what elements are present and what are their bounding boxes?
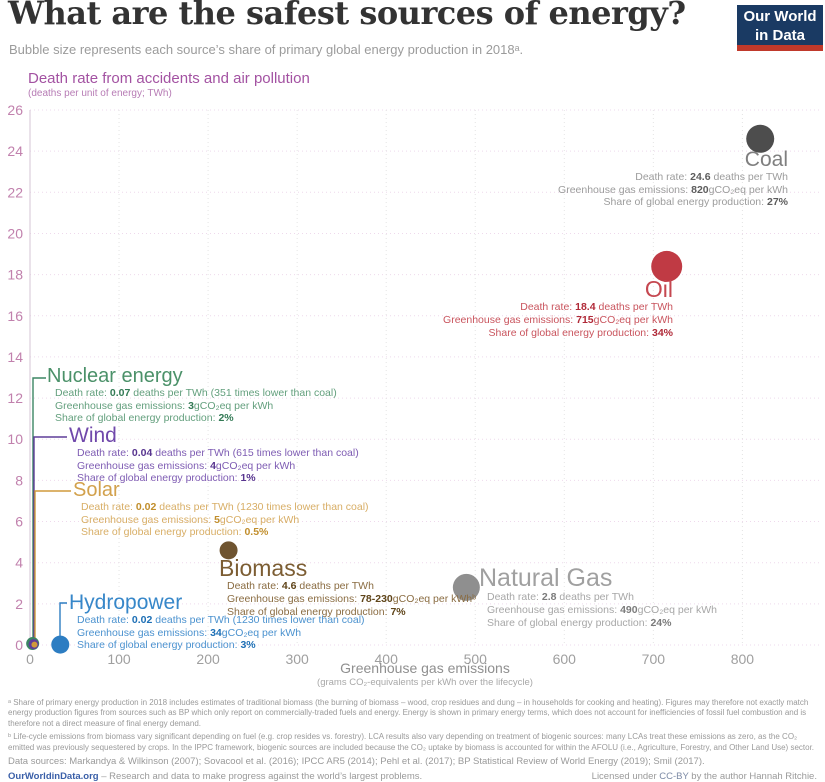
y-tick-label: 26 [7, 102, 23, 118]
x-tick-label: 300 [285, 651, 309, 667]
footer-section: ᵃ Share of primary energy production in … [8, 698, 817, 782]
bubble-biomass [219, 541, 238, 560]
x-axis-subtitle: (grams CO₂-equivalents per kWh over the … [317, 677, 533, 688]
x-tick-label: 600 [553, 651, 577, 667]
owid-org-link[interactable]: OurWorldinData.org [8, 770, 99, 782]
connector-hydropower [59, 602, 67, 637]
ccby-link[interactable]: CC-BY [659, 770, 689, 782]
bubble-coal [746, 124, 775, 153]
license-pre-text: Licensed under [591, 770, 660, 782]
x-tick-label: 700 [642, 651, 666, 667]
x-tick-label: 800 [731, 651, 755, 667]
y-tick-label: 24 [7, 143, 23, 159]
y-tick-label: 20 [7, 225, 23, 241]
y-tick-label: 14 [7, 349, 23, 365]
x-axis-title: Greenhouse gas emissions [340, 660, 510, 676]
y-tick-label: 8 [15, 472, 23, 488]
footer-left: OurWorldinData.org – Research and data t… [8, 771, 422, 782]
bubble-natural-gas [452, 573, 480, 601]
bubble-solar [31, 641, 38, 648]
owid-logo[interactable]: Our World in Data [737, 5, 823, 51]
data-sources: Data sources: Markandya & Wilkinson (200… [8, 755, 705, 767]
y-tick-label: 16 [7, 308, 23, 324]
y-tick-label: 18 [7, 267, 23, 283]
bubble-hydropower [51, 635, 70, 654]
license-post-text: by the author Hannah Ritchie. [688, 770, 817, 782]
x-tick-label: 0 [26, 651, 34, 667]
y-axis-title: Death rate from accidents and air pollut… [28, 70, 310, 87]
y-tick-label: 10 [7, 431, 23, 447]
y-tick-label: 6 [15, 514, 23, 530]
bubble-oil [651, 250, 683, 282]
y-tick-label: 2 [15, 596, 23, 612]
page-title: What are the safest sources of energy? [8, 0, 686, 32]
y-tick-label: 22 [7, 184, 23, 200]
y-axis-subtitle: (deaths per unit of energy; TWh) [28, 88, 172, 99]
x-tick-label: 100 [107, 651, 131, 667]
footer-row: OurWorldinData.org – Research and data t… [8, 771, 817, 782]
x-tick-label: 400 [375, 651, 399, 667]
owid-logo-line2: in Data [754, 27, 805, 44]
x-tick-label: 200 [196, 651, 220, 667]
connector-wind [33, 436, 67, 641]
page-subtitle: Bubble size represents each source’s sha… [9, 42, 524, 57]
connector-nuclear [32, 377, 46, 641]
footer-left-text: – Research and data to make progress aga… [98, 770, 423, 782]
footnote-b: ᵇ Life-cycle emissions from biomass vary… [8, 732, 815, 752]
connector-solar [34, 490, 71, 641]
owid-logo-line1: Our World [743, 8, 817, 25]
y-tick-label: 4 [15, 555, 23, 571]
y-tick-label: 0 [15, 637, 23, 653]
x-tick-label: 500 [464, 651, 488, 667]
footer-right: Licensed under CC-BY by the author Hanna… [592, 771, 817, 782]
footnote-a: ᵃ Share of primary energy production in … [8, 698, 809, 728]
y-tick-label: 12 [7, 390, 23, 406]
